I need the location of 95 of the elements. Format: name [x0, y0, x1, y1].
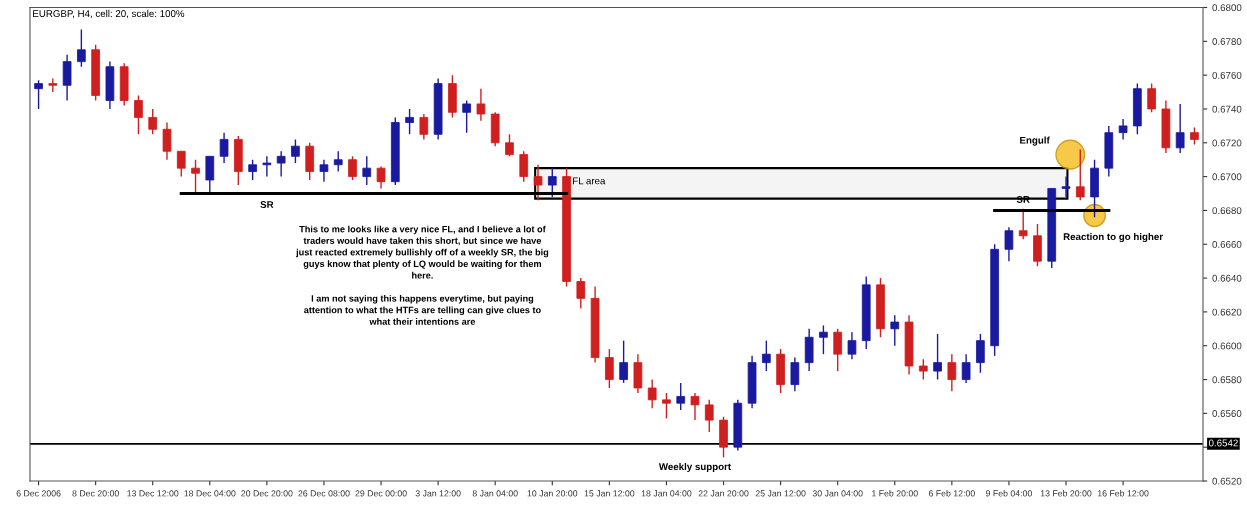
candlestick	[462, 99, 472, 134]
x-tick-label: 13 Dec 12:00	[127, 490, 179, 497]
y-tick-label: 0.6580	[1212, 376, 1242, 384]
x-tick-label: 9 Feb 04:00	[985, 490, 1032, 497]
x-tick-label: 25 Jan 12:00	[755, 490, 806, 497]
candlestick	[1061, 175, 1071, 198]
candlestick	[662, 392, 671, 420]
candlestick	[333, 150, 343, 173]
y-tick-label: 0.6800	[1212, 4, 1242, 12]
candlestick	[148, 108, 158, 136]
annotation: Engulf	[1020, 136, 1050, 146]
candlestick	[205, 155, 215, 195]
y-tick-label: 0.6680	[1212, 207, 1242, 215]
candlestick	[819, 324, 828, 355]
candlestick	[676, 382, 686, 411]
band-label: FL area	[573, 177, 606, 185]
x-tick-label: 6 Dec 2006	[16, 490, 61, 497]
candlestick	[376, 165, 386, 190]
candlestick	[533, 164, 543, 201]
x-tick-label: 30 Jan 04:00	[812, 490, 863, 497]
x-tick-label: 13 Feb 20:00	[1040, 490, 1092, 497]
candlestick	[362, 155, 372, 186]
candlestick	[1118, 118, 1128, 141]
candlestick	[291, 138, 300, 164]
candlestick	[1175, 103, 1185, 154]
x-tick-label: 8 Jan 04:00	[472, 490, 518, 497]
candlestick	[961, 353, 971, 384]
candlestick	[918, 358, 928, 381]
x-tick-label: 20 Dec 20:00	[241, 490, 293, 497]
y-tick-label: 0.6640	[1212, 274, 1242, 282]
y-tick-label: 0.6780	[1212, 38, 1242, 45]
y-tick-label: 0.6600	[1212, 342, 1242, 350]
y-tick-label: 0.6520	[1212, 477, 1242, 485]
candlestick	[761, 339, 771, 372]
candlestick	[790, 356, 800, 393]
annotation: Weekly support	[658, 462, 731, 472]
candlestick	[77, 28, 86, 68]
candlestick	[419, 113, 429, 141]
x-tick-label: 18 Jan 04:00	[641, 490, 692, 497]
candlestick	[476, 87, 486, 122]
y-tick-label: 0.6660	[1212, 240, 1242, 248]
x-tick-label: 15 Jan 12:00	[584, 490, 635, 497]
candlestick	[833, 328, 843, 372]
ref-line-label: 0.6542	[1208, 439, 1238, 447]
candlestick	[48, 77, 58, 93]
candlestick	[947, 353, 957, 393]
candlestick	[34, 79, 43, 110]
candlestick	[847, 331, 857, 360]
candlestick	[1004, 226, 1014, 262]
y-tick-label: 0.6720	[1212, 139, 1242, 147]
x-tick-label: 6 Feb 12:00	[928, 490, 975, 497]
annotation: SR	[260, 201, 274, 208]
candlestick	[704, 399, 714, 433]
x-tick-label: 10 Jan 20:00	[527, 490, 578, 497]
x-tick-label: 29 Dec 00:00	[355, 490, 407, 497]
x-tick-label: 16 Feb 12:00	[1097, 490, 1149, 497]
candlestick	[605, 348, 614, 389]
candlestick	[348, 155, 357, 181]
candlestick	[890, 314, 900, 347]
candlestick	[1075, 148, 1085, 201]
annotation: Reaction to go higher	[1063, 232, 1163, 243]
candlestick	[619, 339, 628, 384]
text: This to me looks like a very nice FL, and I believe a lot of traders would have taken this short, but since we have just reacted extremely bullishly off of a weekly SR, the big guys know that plenty of LQ would be waiting for them here. I am not saying this happens everytime, but paying attention to what the HTFs are telling can give clues to what their intentions are	[295, 225, 549, 325]
y-tick-label: 0.6560	[1212, 410, 1242, 417]
candlestick	[191, 159, 200, 195]
x-tick-label: 22 Jan 20:00	[698, 490, 749, 497]
x-tick-label: 18 Dec 04:00	[184, 490, 236, 497]
y-tick-label: 0.6740	[1212, 105, 1242, 113]
candlestick	[647, 378, 657, 409]
candlestick	[134, 94, 143, 136]
candlestick	[519, 150, 529, 183]
candlestick	[1147, 82, 1156, 114]
candlestick	[690, 392, 700, 421]
candlestick	[976, 333, 985, 374]
x-tick-label: 3 Jan 12:00	[415, 490, 461, 497]
chart-title: EURGBP, H4, cell: 20, scale: 100%	[33, 9, 185, 19]
candlestick	[319, 159, 329, 183]
candlestick	[576, 277, 586, 310]
candlestick	[219, 131, 229, 164]
y-tick-label: 0.6620	[1212, 308, 1242, 316]
y-tick-label: 0.6700	[1212, 173, 1242, 181]
candlestick	[276, 150, 286, 178]
candlestick	[547, 167, 557, 198]
candlestick	[176, 150, 186, 178]
candlestick	[262, 155, 272, 178]
x-tick-label: 26 Dec 08:00	[298, 490, 350, 497]
candlestick	[405, 108, 414, 136]
candlestick	[62, 54, 72, 102]
candlestick	[162, 121, 172, 161]
candlestick	[248, 159, 257, 181]
x-tick-label: 8 Dec 20:00	[72, 490, 119, 497]
candlestick	[933, 333, 942, 381]
x-tick-label: 1 Feb 20:00	[872, 490, 918, 497]
candlestick	[505, 133, 514, 158]
y-tick-label: 0.6760	[1212, 71, 1242, 79]
